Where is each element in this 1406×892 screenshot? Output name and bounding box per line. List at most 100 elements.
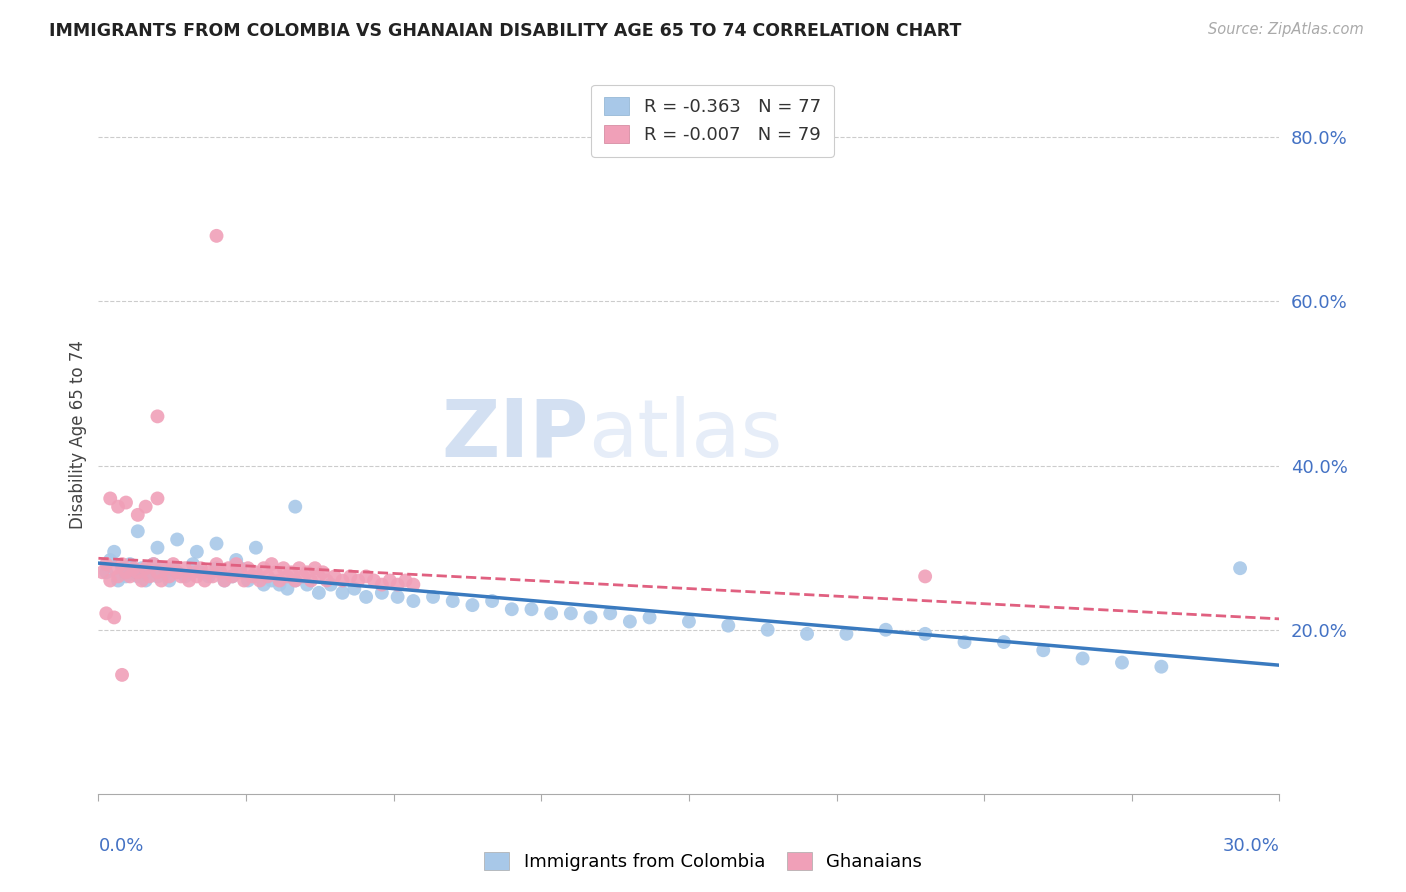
Point	[205, 228, 228, 243]
Point	[312, 566, 335, 580]
Point	[96, 607, 118, 621]
Point	[256, 569, 278, 583]
Point	[236, 574, 259, 588]
Point	[146, 566, 169, 580]
Point	[236, 561, 259, 575]
Point	[186, 545, 208, 559]
Point	[150, 574, 173, 588]
Point	[756, 623, 779, 637]
Point	[138, 566, 160, 580]
Point	[371, 586, 394, 600]
Point	[146, 569, 169, 583]
Text: ZIP: ZIP	[441, 396, 589, 474]
Point	[347, 574, 370, 588]
Point	[280, 566, 302, 580]
Point	[221, 569, 243, 583]
Point	[292, 569, 315, 583]
Point	[103, 561, 125, 575]
Point	[217, 561, 239, 575]
Point	[319, 577, 342, 591]
Point	[295, 577, 318, 591]
Point	[166, 566, 188, 580]
Point	[127, 508, 149, 522]
Point	[481, 594, 503, 608]
Point	[299, 574, 322, 588]
Point	[323, 569, 346, 583]
Point	[315, 574, 337, 588]
Point	[111, 557, 134, 571]
Point	[304, 561, 326, 575]
Point	[1229, 561, 1251, 575]
Point	[135, 561, 157, 575]
Point	[394, 574, 416, 588]
Point	[174, 569, 197, 583]
Point	[225, 553, 247, 567]
Point	[229, 566, 252, 580]
Point	[98, 553, 121, 567]
Point	[229, 561, 252, 575]
Point	[308, 586, 330, 600]
Point	[579, 610, 602, 624]
Point	[221, 569, 243, 583]
Point	[240, 569, 263, 583]
Point	[115, 569, 138, 583]
Point	[91, 566, 114, 580]
Point	[1111, 656, 1133, 670]
Point	[162, 561, 184, 575]
Point	[197, 569, 219, 583]
Point	[157, 574, 180, 588]
Point	[107, 569, 129, 583]
Point	[150, 561, 173, 575]
Point	[146, 491, 169, 506]
Point	[354, 569, 377, 583]
Point	[131, 574, 153, 588]
Point	[245, 569, 267, 583]
Point	[284, 574, 307, 588]
Point	[619, 615, 641, 629]
Point	[142, 557, 165, 571]
Point	[273, 561, 295, 575]
Point	[308, 569, 330, 583]
Point	[174, 561, 197, 575]
Point	[98, 574, 121, 588]
Y-axis label: Disability Age 65 to 74: Disability Age 65 to 74	[69, 341, 87, 529]
Text: 0.0%: 0.0%	[98, 837, 143, 855]
Point	[835, 627, 858, 641]
Point	[170, 569, 193, 583]
Point	[103, 610, 125, 624]
Point	[599, 607, 621, 621]
Point	[284, 574, 307, 588]
Point	[142, 557, 165, 571]
Point	[177, 574, 200, 588]
Point	[107, 500, 129, 514]
Point	[875, 623, 897, 637]
Point	[378, 574, 401, 588]
Point	[796, 627, 818, 641]
Point	[284, 500, 307, 514]
Point	[135, 574, 157, 588]
Point	[402, 577, 425, 591]
Point	[166, 533, 188, 547]
Point	[205, 561, 228, 575]
Point	[155, 561, 177, 575]
Point	[332, 574, 354, 588]
Text: IMMIGRANTS FROM COLOMBIA VS GHANAIAN DISABILITY AGE 65 TO 74 CORRELATION CHART: IMMIGRANTS FROM COLOMBIA VS GHANAIAN DIS…	[49, 22, 962, 40]
Point	[190, 566, 212, 580]
Point	[461, 598, 484, 612]
Point	[214, 574, 236, 588]
Point	[146, 541, 169, 555]
Text: Source: ZipAtlas.com: Source: ZipAtlas.com	[1208, 22, 1364, 37]
Point	[98, 491, 121, 506]
Point	[127, 566, 149, 580]
Point	[146, 409, 169, 424]
Point	[127, 569, 149, 583]
Point	[371, 577, 394, 591]
Point	[914, 627, 936, 641]
Point	[953, 635, 976, 649]
Point	[387, 577, 409, 591]
Point	[914, 569, 936, 583]
Point	[111, 668, 134, 682]
Legend: Immigrants from Colombia, Ghanaians: Immigrants from Colombia, Ghanaians	[477, 846, 929, 879]
Point	[205, 557, 228, 571]
Point	[155, 566, 177, 580]
